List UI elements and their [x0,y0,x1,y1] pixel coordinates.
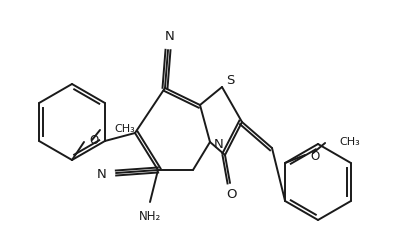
Text: NH₂: NH₂ [138,209,161,223]
Text: N: N [214,138,223,150]
Text: O: O [89,135,98,147]
Text: N: N [97,169,107,181]
Text: CH₃: CH₃ [338,137,359,147]
Text: CH₃: CH₃ [114,124,134,134]
Text: S: S [225,74,234,86]
Text: O: O [226,188,237,202]
Text: O: O [309,149,318,163]
Text: N: N [165,29,174,43]
